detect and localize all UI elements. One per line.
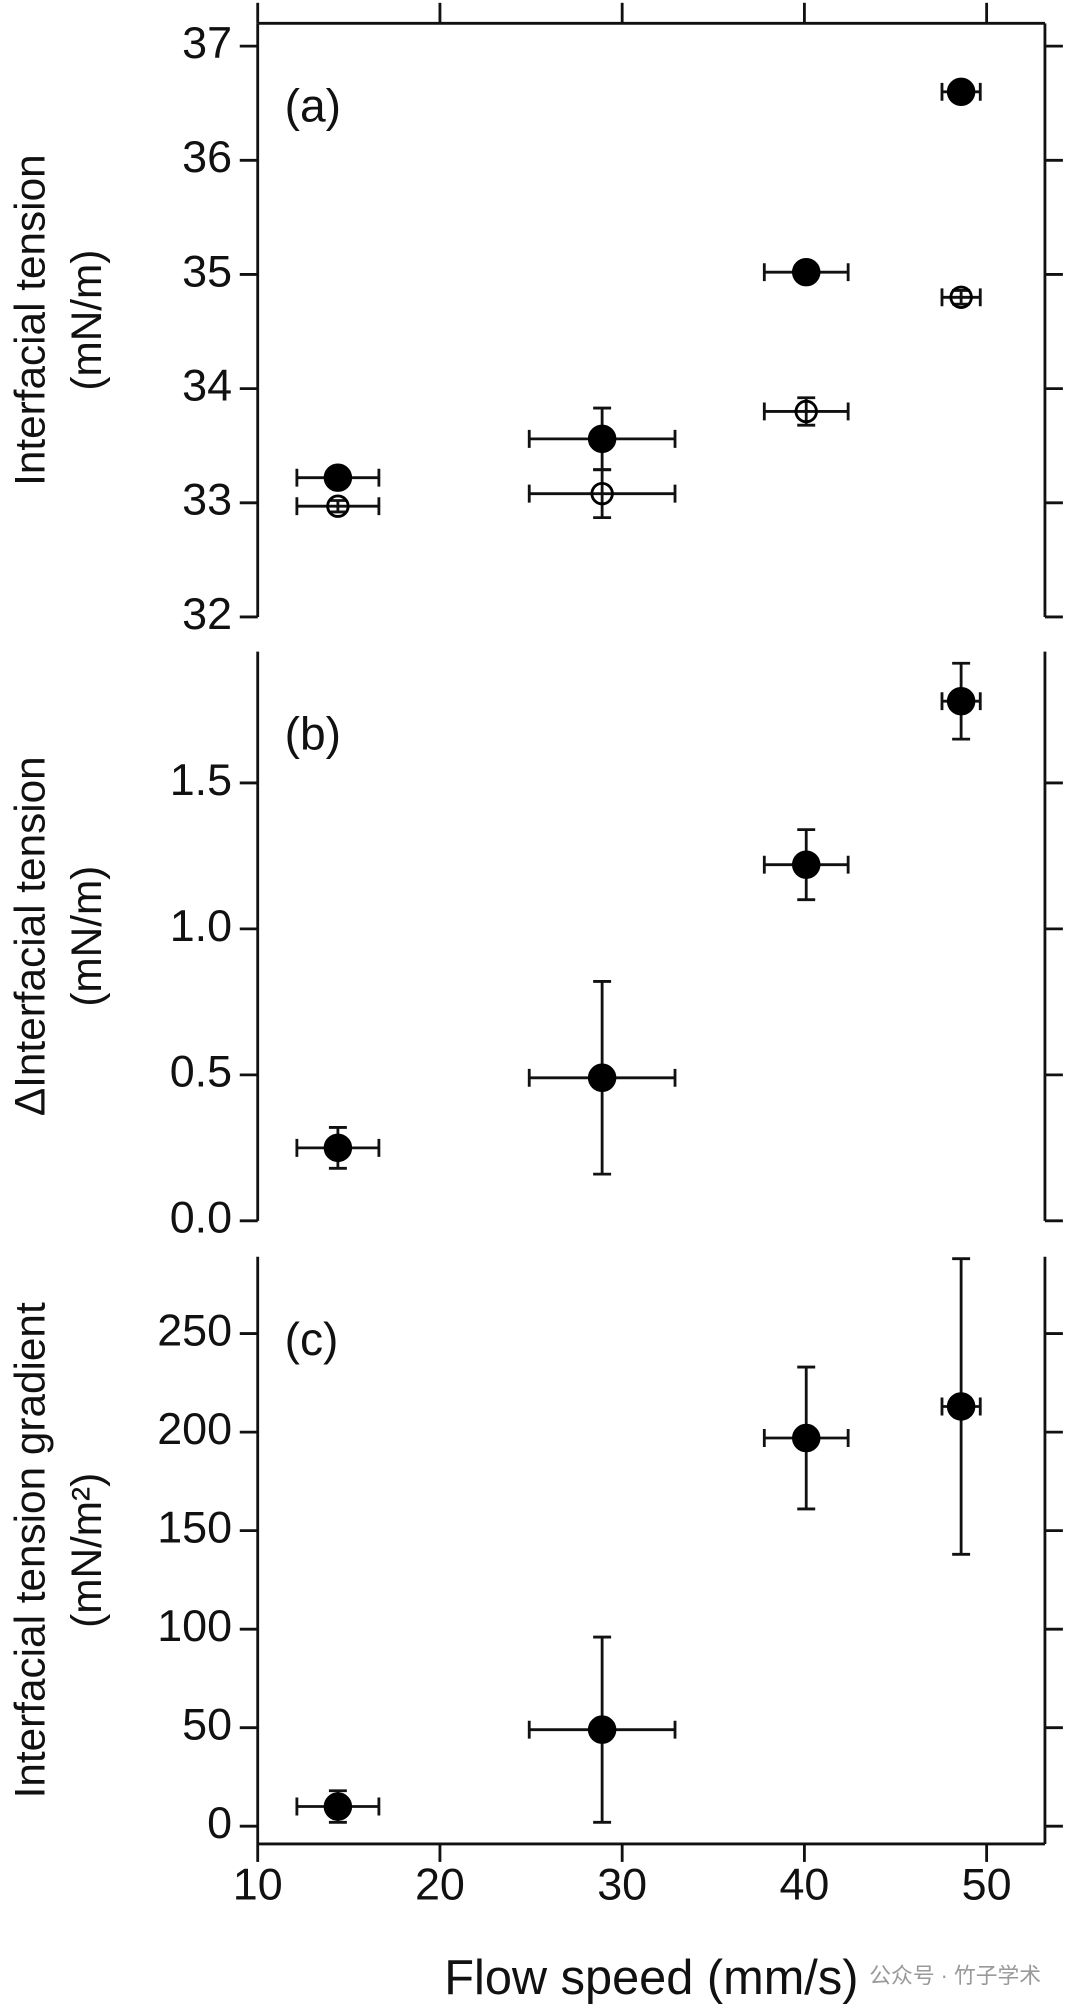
data-point [946, 1392, 976, 1421]
y-tick-label: 34 [182, 359, 232, 410]
y-tick-label: 1.5 [170, 754, 232, 805]
data-point [323, 463, 353, 492]
y-tick-label: 0.0 [170, 1192, 232, 1243]
data-point [326, 494, 350, 518]
data-point [946, 686, 976, 716]
data-point [323, 1792, 353, 1821]
y-axis-label: (mN/m²) [63, 1473, 110, 1628]
y-tick-label: 150 [157, 1502, 232, 1553]
x-axis-label: Flow speed (mm/s) [444, 1951, 858, 2005]
data-point [946, 77, 976, 107]
x-tick-label: 10 [233, 1858, 283, 1909]
data-point [949, 285, 973, 309]
watermark: 公众号 · 竹子学术 [869, 1963, 1041, 1988]
x-tick-label: 20 [415, 1858, 465, 1909]
y-tick-label: 33 [182, 474, 232, 525]
y-axis-label: Interfacial tension [7, 154, 54, 486]
y-tick-label: 200 [157, 1403, 232, 1454]
panel-label: (c) [285, 1313, 339, 1365]
y-tick-label: 50 [182, 1699, 232, 1750]
y-tick-label: 1.0 [170, 900, 232, 951]
panel-label: (a) [285, 79, 341, 131]
y-axis-label: ΔInterfacial tension [7, 756, 54, 1116]
data-point [791, 850, 821, 879]
y-tick-label: 32 [182, 588, 232, 639]
y-tick-label: 35 [182, 245, 232, 296]
data-point [587, 424, 617, 454]
y-axis-label: (mN/m) [63, 866, 110, 1007]
y-error-bar [328, 499, 347, 514]
y-axis-label: Interfacial tension gradient [7, 1302, 54, 1798]
y-axis-label: (mN/m) [63, 250, 110, 391]
data-point [590, 481, 614, 506]
data-point [791, 257, 821, 287]
panel-label: (b) [285, 708, 341, 760]
y-error-bar [593, 468, 612, 520]
data-point [323, 1133, 353, 1163]
data-point [794, 399, 818, 424]
y-tick-label: 36 [182, 131, 232, 182]
data-point [587, 1063, 617, 1093]
y-tick-label: 100 [157, 1600, 232, 1651]
y-tick-label: 0 [207, 1797, 232, 1848]
y-tick-label: 0.5 [170, 1046, 232, 1097]
x-tick-label: 40 [779, 1858, 829, 1909]
x-tick-label: 30 [597, 1858, 647, 1909]
y-tick-label: 37 [182, 17, 232, 68]
data-point [791, 1423, 821, 1453]
y-tick-label: 250 [157, 1304, 232, 1355]
data-point [587, 1715, 617, 1744]
x-tick-label: 50 [962, 1858, 1012, 1909]
